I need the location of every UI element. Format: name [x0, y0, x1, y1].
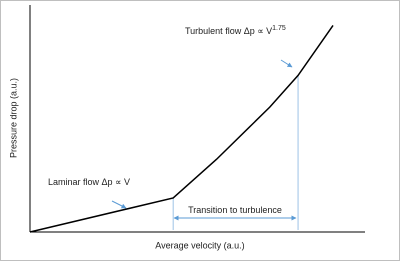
annotation-superscript: 1.75: [272, 25, 286, 32]
annotation: Laminar flow Δp ∝ V: [48, 177, 130, 187]
data-line: [29, 24, 334, 233]
annotation-text: Laminar flow Δp ∝ V: [48, 177, 130, 187]
annotation: Transition to turbulence: [188, 205, 282, 215]
annotation-text: Turbulent flow Δp ∝ V: [185, 26, 272, 36]
annotation: Turbulent flow Δp ∝ V1.75: [185, 25, 286, 37]
annotation-text: Transition to turbulence: [188, 205, 282, 215]
annotation-arrow: [111, 200, 127, 209]
annotation-arrow: [280, 59, 293, 68]
y-axis-label: Pressure drop (a.u.): [8, 78, 18, 158]
x-axis-label: Average velocity (a.u.): [155, 240, 244, 250]
